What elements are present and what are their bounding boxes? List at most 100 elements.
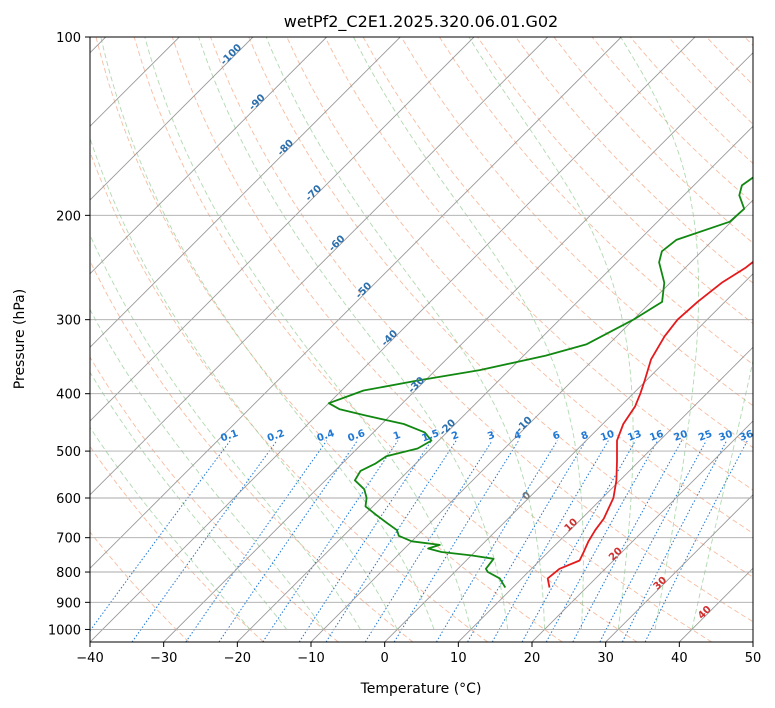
x-tick-label: −40: [76, 651, 103, 666]
y-tick-label: 100: [56, 31, 81, 46]
dry-adiabat-line: [171, 37, 712, 642]
dry-adiabat-line: [133, 37, 638, 642]
mixing-ratio-line: [218, 440, 358, 642]
isotherm-line: [752, 641, 753, 642]
mixing-ratio-line: [262, 440, 399, 642]
mixing-ratio-line: [185, 440, 328, 642]
y-tick-label: 900: [56, 596, 81, 611]
profiles: [327, 176, 753, 589]
isotherm-line: [90, 37, 622, 569]
y-tick-label: 700: [56, 532, 81, 547]
isotherm-line: [531, 420, 753, 642]
x-tick-label: 50: [745, 651, 762, 666]
mixing-ratio-label: 0.4: [316, 428, 336, 444]
y-tick-label: 200: [56, 209, 81, 224]
moist-adiabat-line: [265, 37, 546, 630]
dry-adiabat-line: [248, 37, 753, 578]
mixing-ratio-label: 2: [450, 430, 460, 443]
dry-adiabat-line: [515, 37, 753, 284]
isotherm-label: 10: [563, 517, 581, 535]
isotherm-line: [90, 37, 328, 275]
moist-adiabat-line: [90, 136, 398, 630]
mixing-ratio-label: 8: [580, 430, 590, 443]
mixing-ratio-label: 30: [717, 429, 734, 444]
mixing-ratio-line: [572, 440, 683, 642]
mixing-ratio-line: [90, 440, 231, 632]
mixing-ratio-label: 25: [697, 429, 714, 444]
temperature-profile: [546, 260, 753, 588]
moist-adiabat-line: [100, 37, 435, 630]
isotherm-label: 0: [521, 490, 534, 503]
isotherm-line: [163, 52, 753, 642]
mixing-ratio-line: [298, 440, 432, 642]
x-axis-label: Temperature (°C): [360, 681, 482, 697]
isotherm-label: -60: [327, 234, 348, 255]
moist-adiabat-line: [620, 37, 700, 630]
moist-adiabat-line: [90, 234, 361, 630]
mixing-ratio-label: 16: [648, 429, 665, 444]
x-tick-label: 30: [597, 651, 614, 666]
mixing-ratio-label: 36: [738, 429, 755, 444]
dry-adiabat-line: [90, 445, 264, 642]
isotherm-line: [678, 567, 753, 642]
dry-adiabat-line: [362, 37, 753, 449]
dewpoint-profile: [327, 176, 753, 589]
x-tick-label: 40: [671, 651, 688, 666]
x-tick-label: −10: [297, 651, 324, 666]
isotherm-line: [457, 346, 753, 642]
moist-adiabat-line: [90, 308, 324, 630]
x-axis: −40 −30 −20 −10 0 10 20 30 40 50: [76, 642, 761, 666]
dry-adiabat-line: [439, 37, 753, 365]
isotherm-label: -90: [247, 92, 268, 113]
isotherm-label: 30: [652, 575, 670, 593]
moist-adiabat-line: [468, 37, 634, 630]
mixing-ratio-line: [364, 440, 493, 642]
isotherm-label: -50: [354, 281, 375, 302]
mixing-ratio-label: 6: [551, 430, 561, 443]
mixing-ratio-label: 0.1: [219, 428, 239, 444]
x-tick-label: −30: [150, 651, 177, 666]
dry-adiabat-line: [90, 259, 414, 642]
isotherm-label: -80: [276, 138, 297, 159]
dry-adiabat-line: [744, 37, 753, 47]
chart-title: wetPf2_C2E1.2025.320.06.01.G02: [284, 12, 558, 32]
isotherm-label: -100: [219, 42, 245, 68]
dry-adiabat-line: [95, 37, 563, 642]
mixing-ratio-line: [545, 440, 659, 642]
isotherm-line: [605, 494, 753, 642]
isotherm-line: [90, 37, 401, 348]
plot-frame: [89, 36, 754, 643]
isotherm-line: [384, 273, 753, 642]
y-tick-label: 400: [56, 388, 81, 403]
y-tick-label: 300: [56, 314, 81, 329]
mixing-ratio-label: 1: [392, 430, 402, 443]
mixing-ratio-line: [467, 440, 587, 642]
mixing-ratio-label: 10: [599, 429, 616, 444]
mixing-ratio-line: [131, 440, 278, 642]
dry-adiabat-line: [210, 37, 753, 623]
isotherm-line: [90, 37, 254, 201]
mixing-ratio-label: 3: [486, 430, 496, 443]
y-tick-label: 1000: [48, 623, 81, 638]
x-tick-label: 20: [524, 651, 541, 666]
isotherm-line: [90, 37, 696, 642]
mixing-ratio-label: 4: [513, 430, 523, 443]
moist-adiabat-line: [90, 371, 288, 630]
dry-adiabat-line: [668, 37, 753, 125]
y-axis: 100 200 300 400 500 600 700 800 900 1000: [48, 31, 90, 638]
dry-adiabat-line: [400, 37, 753, 407]
mixing-ratio-line: [325, 440, 457, 642]
isotherm-label: 40: [696, 604, 714, 622]
y-tick-label: 600: [56, 492, 81, 507]
dry-adiabat-line: [90, 356, 339, 642]
mixing-ratio-line: [435, 440, 558, 642]
dry-adiabat-line: [324, 37, 753, 491]
mixing-ratio-label: 0.2: [266, 428, 286, 444]
moist-adiabat-line: [691, 358, 753, 630]
isotherm-label: -40: [380, 328, 401, 349]
mixing-ratio-line: [491, 440, 609, 642]
y-tick-label: 800: [56, 566, 81, 581]
moist-adiabat-line: [198, 37, 509, 630]
mixing-ratio-label: 13: [626, 429, 643, 444]
